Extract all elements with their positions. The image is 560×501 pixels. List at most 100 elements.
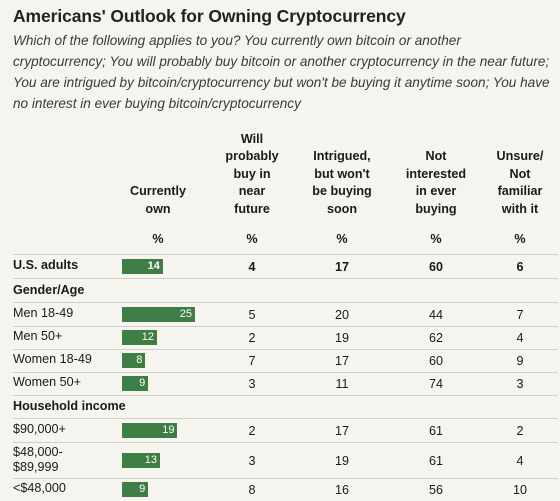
unit-label: % bbox=[514, 232, 526, 246]
value-cell: 2 bbox=[248, 331, 256, 345]
row-divider bbox=[13, 372, 558, 373]
column-header-line: in ever bbox=[415, 184, 457, 198]
value-cell: 8 bbox=[248, 483, 256, 497]
section-label: Gender/Age bbox=[13, 283, 85, 297]
row-divider bbox=[13, 254, 558, 255]
value-cell: 61 bbox=[428, 424, 443, 438]
unit-label: % bbox=[430, 232, 442, 246]
column-header-line: Will bbox=[240, 131, 264, 146]
column-header-1: Currently own bbox=[113, 140, 203, 218]
row-divider bbox=[13, 278, 558, 279]
value-cell: 6 bbox=[516, 260, 524, 274]
row-divider bbox=[13, 395, 558, 396]
row-divider bbox=[13, 349, 558, 350]
value-cell: 44 bbox=[428, 308, 443, 322]
row-divider bbox=[13, 442, 558, 443]
unit-label: % bbox=[152, 232, 164, 246]
row-label-line: $90,000+ bbox=[13, 422, 66, 436]
row-label: Women 18-49 bbox=[13, 352, 92, 367]
column-header-3: Intrigued, but won't be buying soon bbox=[297, 140, 387, 218]
column-header-line: familiar bbox=[497, 184, 543, 198]
chart-subtitle: Which of the following applies to you? Y… bbox=[13, 33, 550, 111]
value-cell: 4 bbox=[248, 260, 256, 274]
row-label-line: Men 50+ bbox=[13, 329, 63, 343]
column-header-line: soon bbox=[326, 201, 358, 216]
value-cell: 60 bbox=[428, 354, 443, 368]
column-header-2: Will probably buy in near future bbox=[217, 132, 287, 218]
row-divider bbox=[13, 418, 558, 419]
bar-currently-own: 9 bbox=[122, 482, 149, 497]
column-header-line: near bbox=[238, 184, 266, 198]
bar-currently-own: 9 bbox=[122, 376, 149, 391]
row-divider bbox=[13, 326, 558, 327]
unit-label: % bbox=[336, 232, 348, 246]
value-cell: 62 bbox=[428, 331, 443, 345]
value-cell: 10 bbox=[512, 483, 527, 497]
row-label-line: Women 50+ bbox=[13, 375, 82, 389]
bar-currently-own: 12 bbox=[122, 330, 158, 345]
column-header-line: Intrigued, bbox=[313, 149, 371, 163]
value-cell: 17 bbox=[334, 354, 349, 368]
value-cell: 17 bbox=[334, 260, 349, 274]
value-cell: 4 bbox=[516, 331, 524, 345]
row-label-line: <$48,000 bbox=[13, 481, 66, 495]
column-header-line: probably bbox=[225, 149, 279, 163]
column-header-4: Not interested in ever buying bbox=[391, 140, 481, 218]
value-cell: 56 bbox=[428, 483, 443, 497]
value-cell: 19 bbox=[334, 454, 349, 468]
value-cell: 60 bbox=[428, 260, 443, 274]
column-header-5: Unsure/Not familiar with it bbox=[485, 140, 555, 218]
row-label: U.S. adults bbox=[13, 258, 78, 273]
row-label-line: Women 18-49 bbox=[13, 352, 92, 366]
column-header-line: Unsure/ bbox=[496, 149, 544, 163]
column-header-line: Not bbox=[509, 166, 531, 181]
chart-title: Americans' Outlook for Owning Cryptocurr… bbox=[13, 6, 406, 26]
row-label-line: Men 18-49 bbox=[13, 306, 74, 320]
value-cell: 9 bbox=[516, 354, 524, 368]
value-cell: 74 bbox=[428, 377, 443, 391]
column-header-line: be buying bbox=[312, 184, 372, 198]
value-cell: 61 bbox=[428, 454, 443, 468]
value-cell: 17 bbox=[334, 424, 349, 438]
row-label-line: $48,000- bbox=[13, 445, 63, 459]
value-cell: 2 bbox=[248, 424, 256, 438]
column-header-line: but won't bbox=[314, 166, 370, 181]
row-label: $48,000- $89,999 bbox=[13, 445, 63, 475]
value-cell: 20 bbox=[334, 308, 349, 322]
value-cell: 16 bbox=[334, 483, 349, 497]
column-header-line: interested bbox=[405, 166, 467, 181]
bar-currently-own: 13 bbox=[122, 453, 160, 468]
row-label: Men 18-49 bbox=[13, 306, 73, 321]
value-cell: 3 bbox=[516, 377, 524, 391]
bar-currently-own: 8 bbox=[122, 353, 146, 368]
value-cell: 19 bbox=[334, 331, 349, 345]
column-header-line: own bbox=[145, 201, 171, 216]
unit-label: % bbox=[246, 232, 258, 246]
value-cell: 7 bbox=[516, 308, 524, 322]
bar-currently-own: 14 bbox=[122, 259, 163, 274]
bar-currently-own: 19 bbox=[122, 423, 178, 438]
value-cell: 2 bbox=[516, 424, 524, 438]
value-cell: 11 bbox=[335, 377, 349, 391]
row-divider bbox=[13, 478, 558, 479]
value-cell: 3 bbox=[248, 377, 256, 391]
row-label-line: $89,999 bbox=[13, 460, 59, 474]
row-label-line: U.S. adults bbox=[13, 258, 79, 272]
value-cell: 7 bbox=[248, 354, 256, 368]
bar-currently-own: 25 bbox=[122, 307, 195, 322]
column-header-line: future bbox=[234, 201, 270, 216]
section-label: Household income bbox=[13, 399, 126, 413]
column-header-line: buying bbox=[415, 201, 457, 216]
row-label: $90,000+ bbox=[13, 422, 66, 437]
column-header-line: buy in bbox=[233, 166, 271, 181]
value-cell: 5 bbox=[248, 308, 256, 322]
row-label: Women 50+ bbox=[13, 375, 81, 390]
value-cell: 4 bbox=[516, 454, 524, 468]
row-label: Men 50+ bbox=[13, 329, 62, 344]
value-cell: 3 bbox=[248, 454, 256, 468]
column-header-line: Not bbox=[425, 149, 447, 163]
column-header-line: Currently bbox=[130, 184, 186, 198]
row-divider bbox=[13, 302, 558, 303]
row-label: <$48,000 bbox=[13, 481, 66, 496]
column-header-line: with it bbox=[501, 201, 539, 216]
